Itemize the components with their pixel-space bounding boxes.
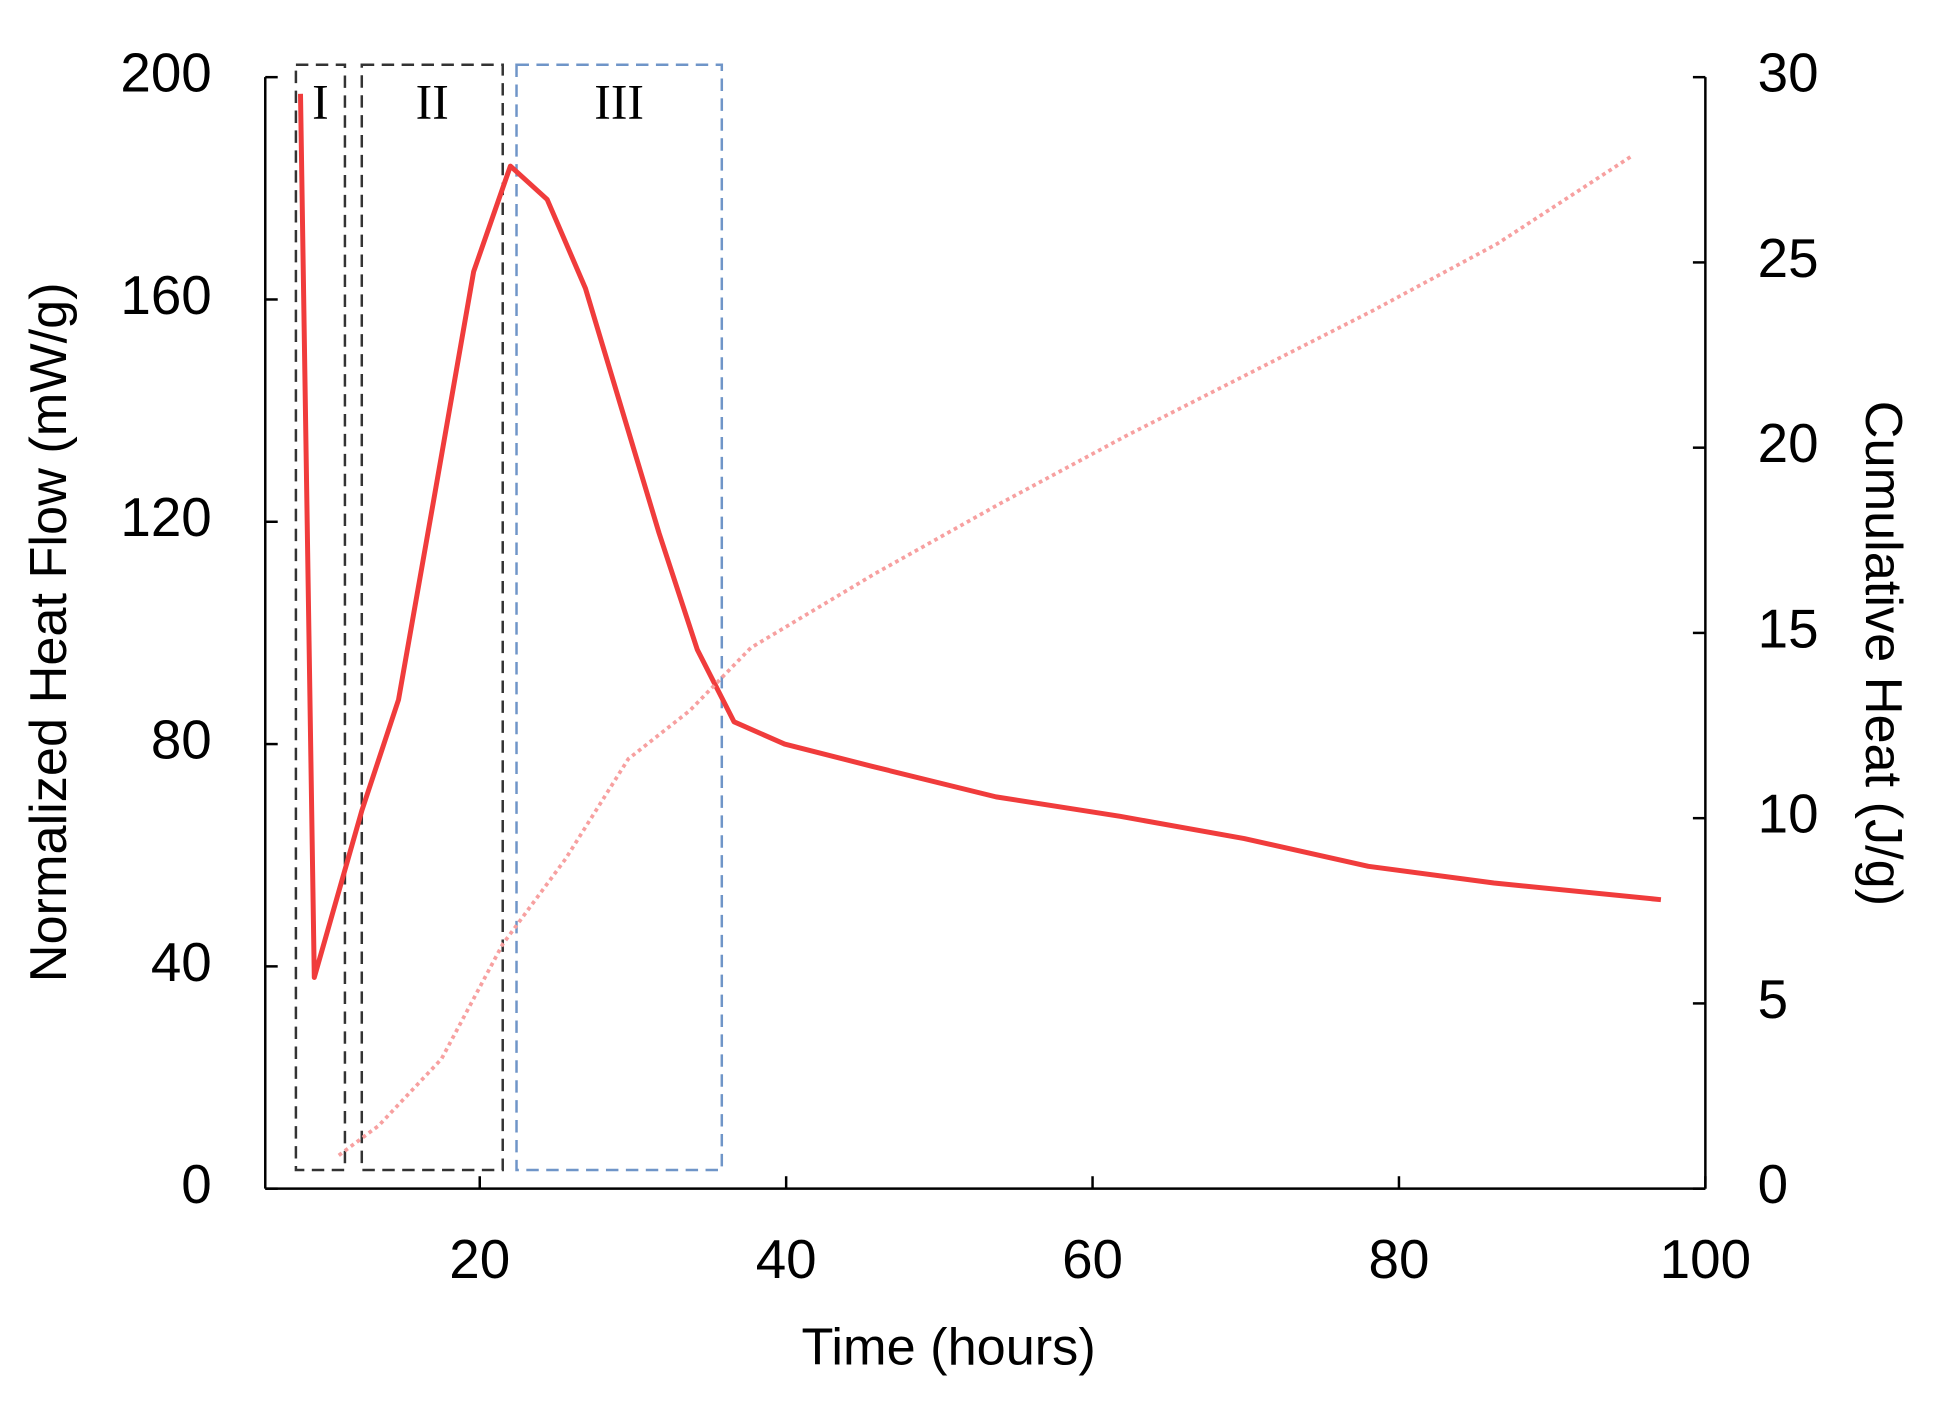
region-label: I [312, 74, 329, 129]
y2-tick-label: 15 [1758, 597, 1819, 659]
region-box [360, 63, 504, 1172]
line-series [298, 93, 1662, 980]
y-tick-label: 200 [120, 42, 211, 104]
region-label: II [416, 74, 449, 129]
y-axis-title: Normalized Heat Flow (mW/g) [20, 282, 78, 982]
y-tick-label: 0 [181, 1153, 211, 1215]
x-tick-label: 80 [1369, 1228, 1430, 1290]
region-label: III [594, 74, 644, 129]
y-tick-label: 40 [151, 931, 212, 993]
y2-tick-label: 0 [1758, 1153, 1788, 1215]
y-tick-label: 120 [120, 486, 211, 548]
x-tick-label: 100 [1660, 1228, 1751, 1290]
y-tick-label: 80 [151, 709, 212, 771]
y2-axis-title: Cumulative Heat (J/g) [1854, 401, 1912, 906]
y2-tick-label: 30 [1758, 42, 1819, 104]
y2-tick-label: 5 [1758, 968, 1788, 1030]
y-tick-label: 160 [120, 264, 211, 326]
region-box [515, 63, 724, 1172]
x-tick-label: 20 [449, 1228, 510, 1290]
line-series [337, 153, 1635, 1157]
y2-tick-label: 25 [1758, 227, 1819, 289]
x-axis-title: Time (hours) [801, 1318, 1095, 1376]
x-tick-label: 60 [1062, 1228, 1123, 1290]
y2-tick-label: 10 [1758, 783, 1819, 845]
region-box [294, 63, 347, 1172]
x-tick-label: 40 [756, 1228, 817, 1290]
y2-tick-label: 20 [1758, 412, 1819, 474]
